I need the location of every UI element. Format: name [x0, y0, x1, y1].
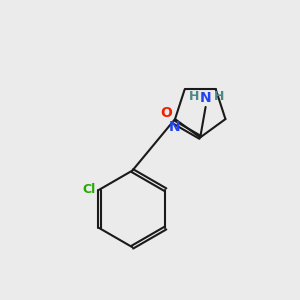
Text: N: N — [169, 120, 181, 134]
Text: H: H — [214, 90, 224, 103]
Text: O: O — [160, 106, 172, 121]
Text: H: H — [189, 90, 200, 103]
Text: Cl: Cl — [82, 183, 96, 196]
Text: N: N — [200, 92, 212, 106]
